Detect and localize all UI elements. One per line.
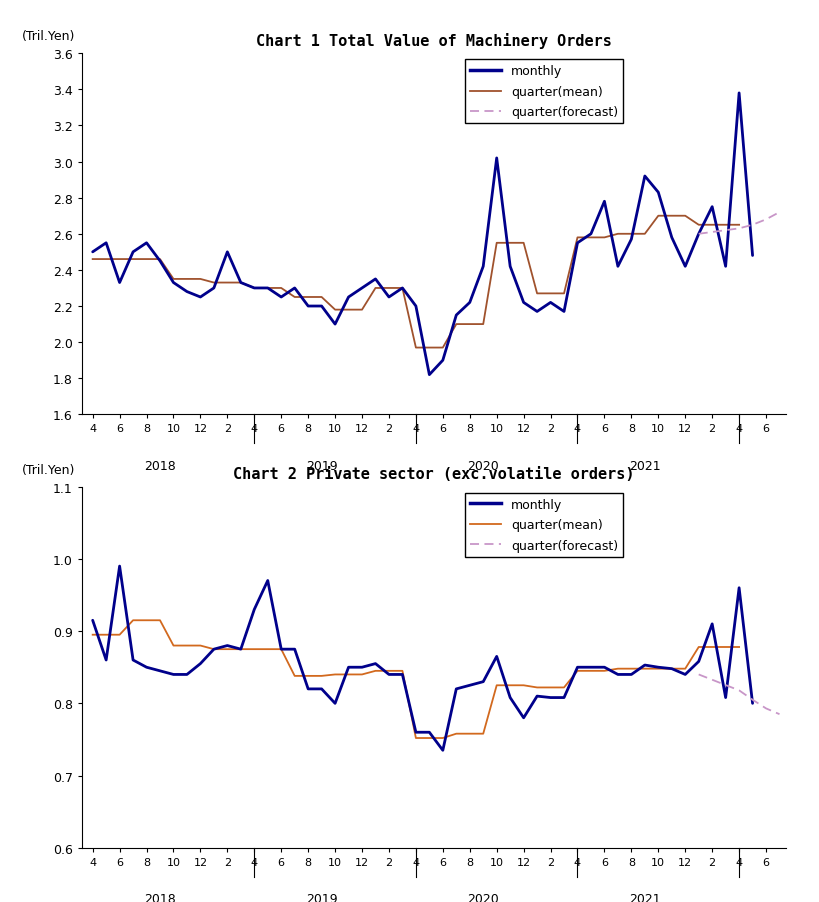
Text: 2020: 2020: [468, 459, 499, 472]
Legend: monthly, quarter(mean), quarter(forecast): monthly, quarter(mean), quarter(forecast…: [465, 60, 623, 124]
Title: Chart 1 Total Value of Machinery Orders: Chart 1 Total Value of Machinery Orders: [256, 32, 612, 49]
Text: 2019: 2019: [305, 459, 337, 472]
Text: 2020: 2020: [468, 892, 499, 902]
Title: Chart 2 Private sector (exc.volatile orders): Chart 2 Private sector (exc.volatile ord…: [233, 466, 635, 482]
Text: (Tril.Yen): (Tril.Yen): [22, 31, 75, 43]
Text: 2021: 2021: [629, 459, 661, 472]
Text: 2021: 2021: [629, 892, 661, 902]
Text: 2019: 2019: [305, 892, 337, 902]
Text: (Tril.Yen): (Tril.Yen): [22, 464, 75, 476]
Text: 2018: 2018: [144, 892, 176, 902]
Legend: monthly, quarter(mean), quarter(forecast): monthly, quarter(mean), quarter(forecast…: [465, 493, 623, 557]
Text: 2018: 2018: [144, 459, 176, 472]
